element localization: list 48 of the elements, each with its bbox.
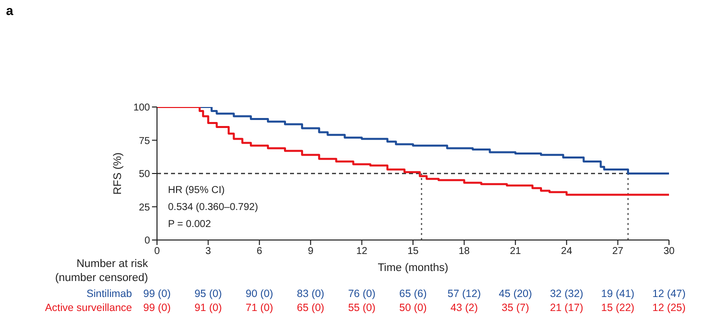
text: 50 (0) — [398, 302, 428, 314]
y-tick-label: 100 — [133, 102, 150, 114]
y-tick-label: 50 — [138, 169, 150, 180]
text: 99 (0) — [143, 302, 171, 314]
text: 12 (47) — [651, 288, 687, 300]
text: Number at risk — [75, 257, 148, 271]
x-tick-label: 30 — [663, 246, 675, 258]
annotation: P = 0.002 — [168, 218, 212, 232]
text: 32 (32) — [548, 288, 584, 300]
text: a — [6, 3, 14, 18]
y-tick-label: 75 — [138, 136, 150, 147]
text: 45 (20) — [498, 288, 534, 300]
text: 95 (0) — [193, 288, 223, 300]
text: 35 (7) — [500, 302, 530, 314]
text: 99 (0) — [143, 288, 171, 300]
x-tick-label: 24 — [561, 246, 573, 258]
x-tick-label: 12 — [356, 246, 368, 258]
x-tick-label: 21 — [510, 246, 522, 258]
text: 15 (22) — [600, 302, 636, 314]
text: Sintilimab — [86, 288, 132, 300]
annotation: HR (95% CI) — [168, 184, 226, 198]
x-tick-label: 6 — [256, 246, 263, 258]
x-tick-label: 15 — [407, 246, 419, 258]
text: 55 (0) — [347, 302, 377, 314]
y-tick-label: 25 — [138, 202, 150, 214]
x-tick-label: 0 — [154, 246, 160, 258]
text: 83 (0) — [296, 288, 326, 300]
annotation: 0.534 (0.360–0.792) — [168, 201, 258, 215]
text: 91 (0) — [193, 302, 223, 314]
x-axis-title: Time (months) — [378, 262, 448, 274]
text: 65 (0) — [296, 302, 326, 314]
x-tick-label: 3 — [205, 246, 212, 258]
text: 90 (0) — [244, 288, 274, 300]
text: 65 (6) — [398, 288, 428, 300]
text: (number censored) — [55, 271, 148, 285]
text: 12 (25) — [651, 302, 687, 314]
text: 43 (2) — [449, 302, 479, 314]
text: 21 (17) — [548, 302, 584, 314]
x-tick-label: 18 — [458, 246, 470, 258]
y-tick-label: 0 — [144, 236, 150, 247]
text: 19 (41) — [600, 288, 636, 300]
x-tick-label: 27 — [612, 246, 624, 258]
y-axis-title: RFS (%) — [112, 152, 124, 195]
text: 71 (0) — [244, 302, 274, 314]
text: 76 (0) — [347, 288, 377, 300]
text: Active surveillance — [45, 302, 132, 314]
text: 57 (12) — [446, 288, 482, 300]
x-tick-label: 9 — [308, 246, 314, 258]
